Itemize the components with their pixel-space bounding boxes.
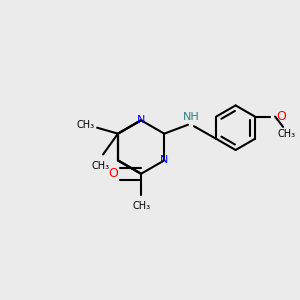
- Text: CH₃: CH₃: [91, 161, 109, 171]
- Text: CH₃: CH₃: [76, 120, 94, 130]
- Text: CH₃: CH₃: [277, 129, 295, 140]
- Text: O: O: [277, 110, 286, 123]
- Text: CH₃: CH₃: [132, 202, 150, 212]
- Text: N: N: [160, 155, 168, 165]
- Text: N: N: [137, 115, 145, 125]
- Text: O: O: [108, 167, 118, 180]
- Text: NH: NH: [183, 112, 200, 122]
